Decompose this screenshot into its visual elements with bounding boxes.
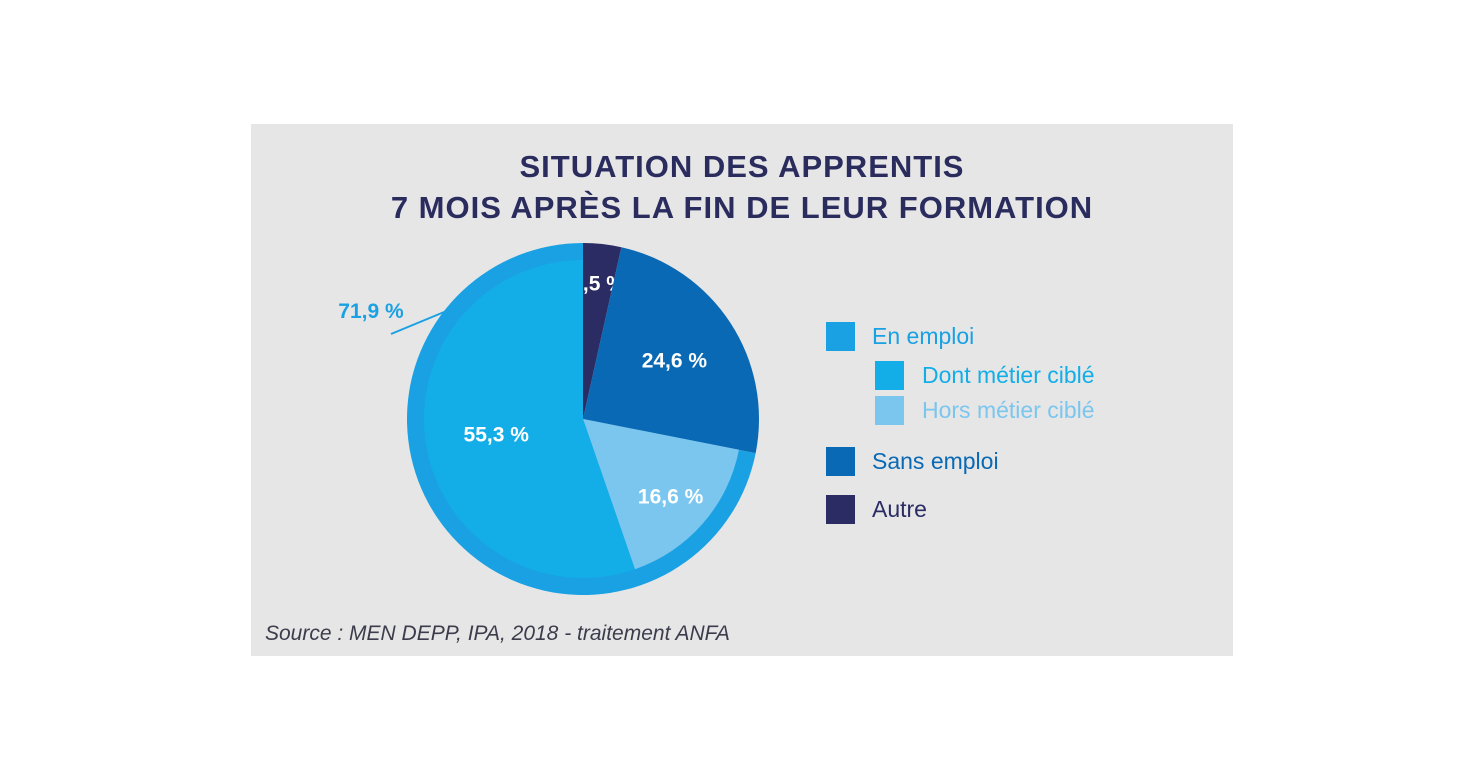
legend-swatch-en-emploi [826, 322, 855, 351]
pie-label-autre: 3,5 % [571, 273, 625, 296]
pie-label-hors-m-tier-cibl-: 16,6 % [638, 485, 704, 508]
legend-swatch-autre [826, 495, 855, 524]
legend-swatch-dont-metier-cible [875, 361, 904, 390]
pie-chart: 3,5 % 24,6 % 16,6 % 55,3 % 71,9 % [338, 243, 759, 595]
chart-title-line-1: SITUATION DES APPRENTIS [519, 149, 965, 184]
legend-label-sans-emploi: Sans emploi [872, 448, 999, 474]
chart-title-line-2: 7 MOIS APRÈS LA FIN DE LEUR FORMATION [390, 190, 1094, 225]
pie-label-sans-emploi: 24,6 % [642, 349, 708, 372]
chart-panel: SITUATION DES APPRENTIS 7 MOIS APRÈS LA … [251, 124, 1233, 656]
pie-slice-sans-emploi [583, 247, 759, 454]
pie-slice-hors-m-tier-cibl- [583, 419, 739, 570]
legend-label-hors-metier-cible: Hors métier ciblé [922, 397, 1095, 423]
pie-slice-autre [583, 243, 622, 419]
outer-label-leader-line [390, 308, 451, 335]
legend-swatch-sans-emploi [826, 447, 855, 476]
legend-label-en-emploi: En emploi [872, 323, 975, 349]
source-note: Source : MEN DEPP, IPA, 2018 - traitemen… [265, 622, 730, 645]
legend-label-dont-metier-cible: Dont métier ciblé [922, 362, 1095, 388]
legend-swatch-hors-metier-cible [875, 396, 904, 425]
pie-slice-dont-m-tier-cibl- [423, 260, 635, 578]
legend-label-autre: Autre [872, 496, 927, 522]
pie-label-dont-m-tier-cibl-: 55,3 % [464, 424, 530, 447]
pie-label-en-emploi: 71,9 % [338, 300, 404, 323]
